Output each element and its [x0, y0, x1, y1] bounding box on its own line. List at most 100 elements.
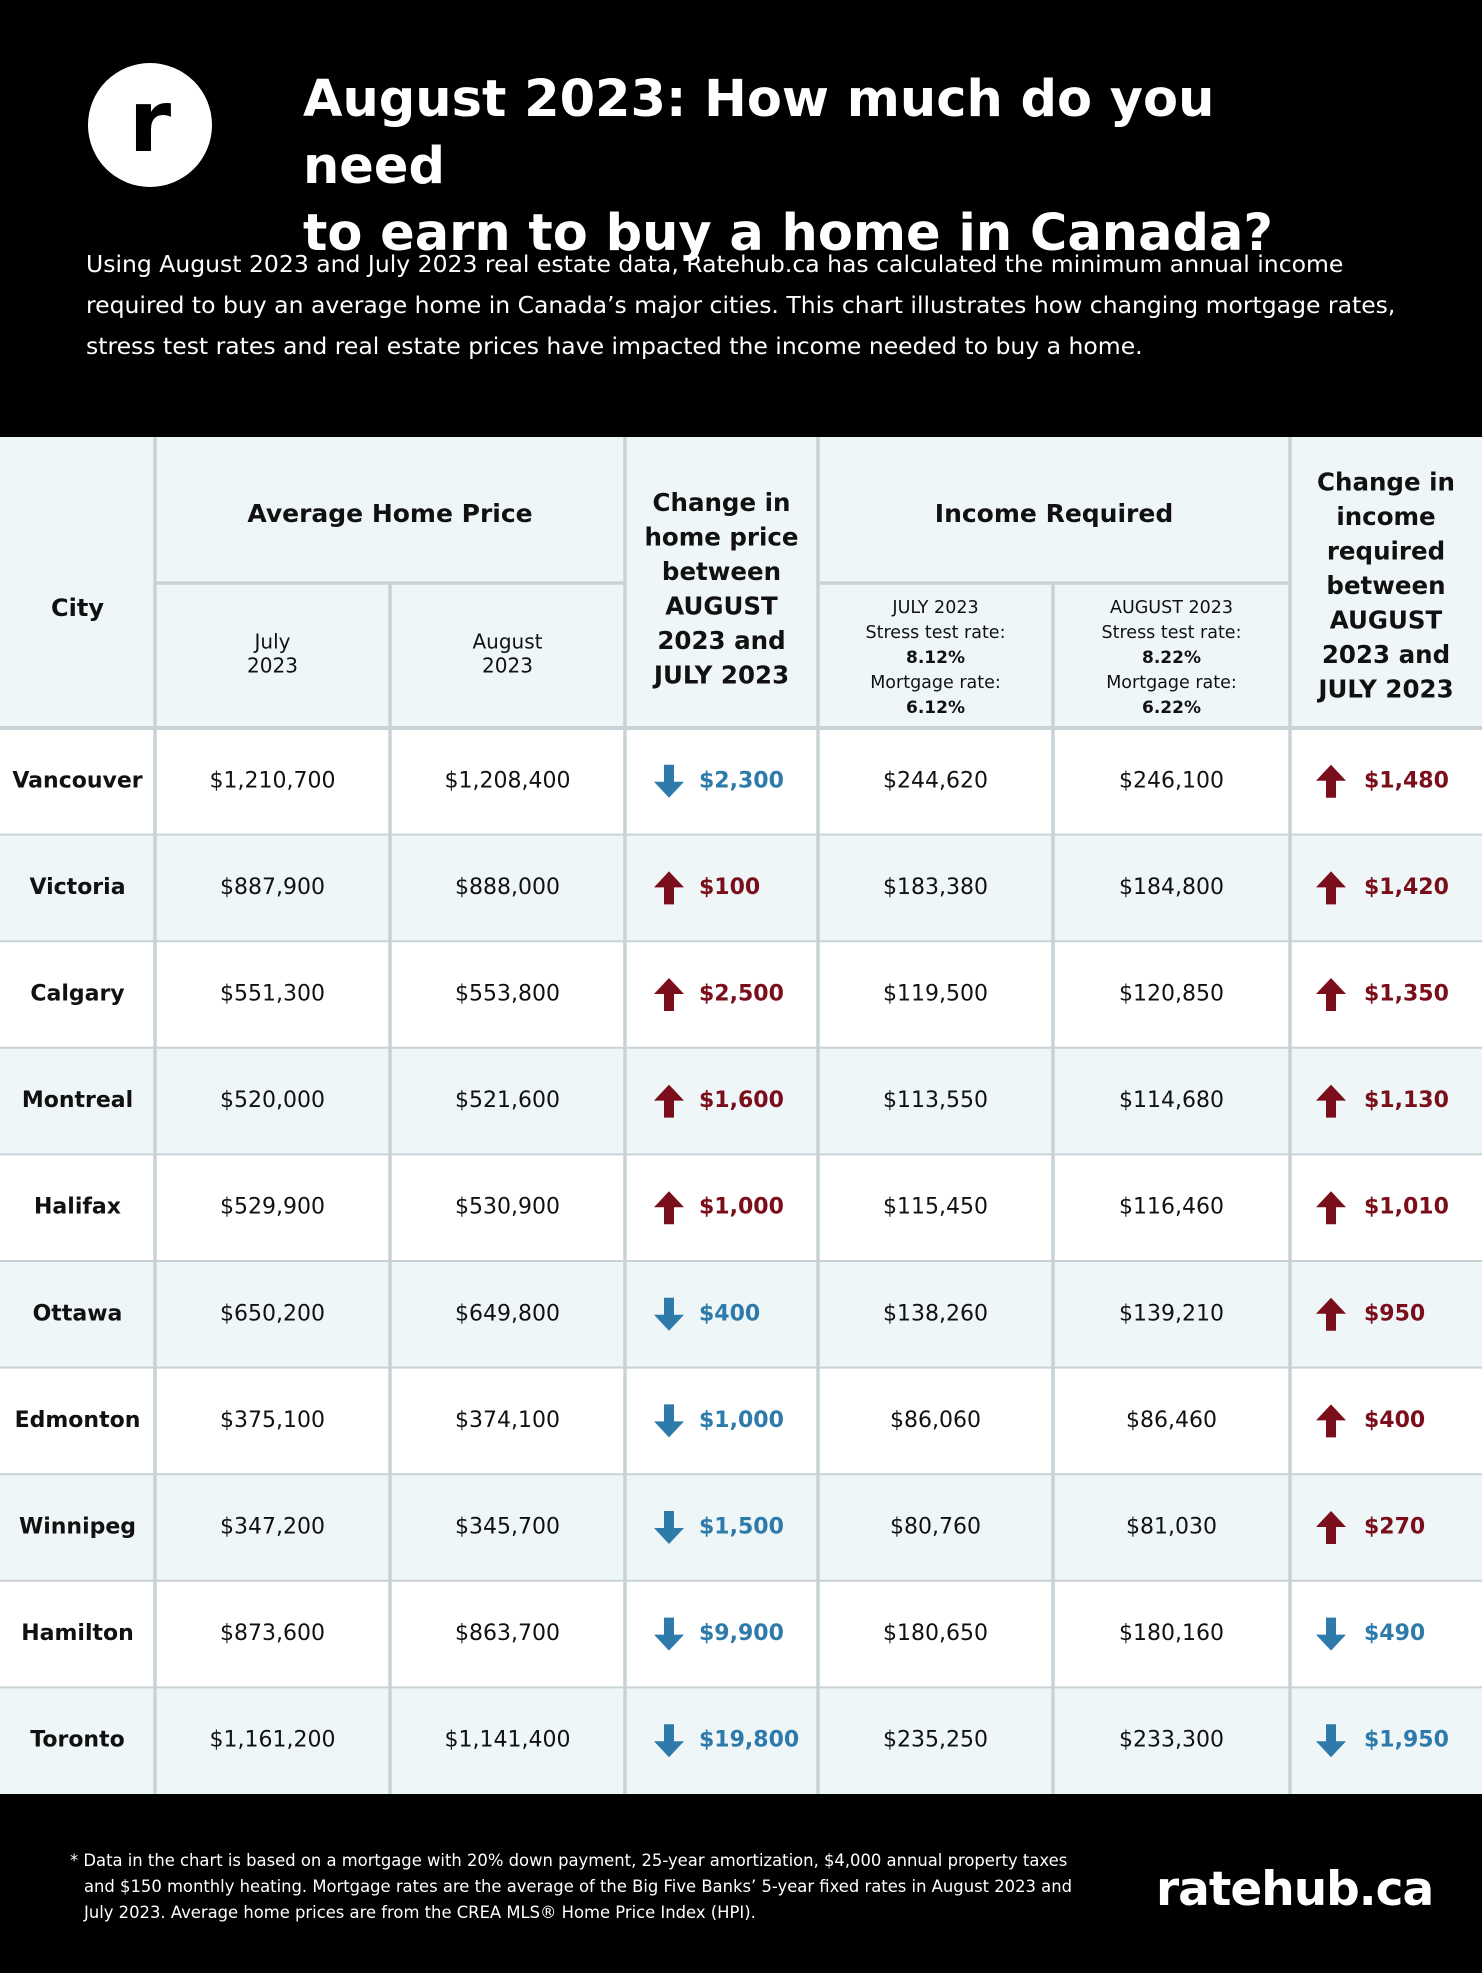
cell-income-july: $113,550: [883, 1088, 988, 1113]
header-price-change-line-5: 2023 and: [657, 626, 785, 655]
table-row-bg: [0, 834, 1482, 942]
header-income-change-line-6: 2023 and: [1322, 640, 1450, 669]
cell-price-august: $374,100: [455, 1408, 560, 1433]
cell-price-change: $2,300: [699, 768, 784, 793]
cell-income-august: $233,300: [1119, 1728, 1224, 1753]
header-income-change-line-7: JULY 2023: [1316, 675, 1453, 704]
cell-price-july: $887,900: [220, 875, 325, 900]
cell-price-change: $2,500: [699, 982, 784, 1007]
cell-income-july: $138,260: [883, 1301, 988, 1326]
header-income-july-line-2: Stress test rate:: [866, 623, 1006, 643]
cell-income-change: $1,350: [1364, 982, 1449, 1007]
cell-price-august: $649,800: [455, 1301, 560, 1326]
header-income-july-line-5: 6.12%: [906, 698, 965, 718]
table-row-bg: [0, 1580, 1482, 1688]
cell-income-change: $1,480: [1364, 768, 1449, 793]
arrow-down-icon: [1316, 1724, 1346, 1758]
cell-city: Vancouver: [12, 768, 142, 793]
cell-income-change: $950: [1364, 1301, 1425, 1326]
cell-price-change: $1,000: [699, 1195, 784, 1220]
header-price-change-line-3: between: [662, 557, 781, 586]
header-city: City: [51, 594, 104, 622]
header-income-change-line-3: required: [1327, 537, 1445, 566]
arrow-down-icon: [654, 1511, 684, 1544]
cell-income-july: $235,250: [883, 1728, 988, 1753]
arrow-down-icon: [654, 1297, 684, 1331]
cell-price-august: $1,208,400: [445, 768, 571, 793]
cell-income-change: $1,010: [1364, 1195, 1449, 1220]
cell-income-august: $114,680: [1119, 1088, 1224, 1113]
header-price-july-line-1: July: [253, 630, 291, 654]
title-line-1: August 2023: How much do you need: [303, 70, 1215, 196]
header-average-home-price: Average Home Price: [247, 499, 532, 528]
cell-price-august: $863,700: [455, 1621, 560, 1646]
cell-price-july: $551,300: [220, 982, 325, 1007]
table-row-bg: [0, 941, 1482, 1048]
arrow-up-icon: [654, 871, 684, 905]
cell-city: Halifax: [34, 1195, 121, 1220]
arrow-up-icon: [1316, 978, 1346, 1011]
cell-price-august: $553,800: [455, 982, 560, 1007]
table-row-bg: [0, 728, 1482, 835]
cell-price-change: $100: [699, 875, 760, 900]
cell-income-july: $119,500: [883, 982, 988, 1007]
header-income-change-line-2: income: [1336, 502, 1435, 531]
page-title: August 2023: How much do you need to ear…: [303, 66, 1353, 267]
cell-income-july: $244,620: [883, 768, 988, 793]
table-row-bg: [0, 1367, 1482, 1475]
cell-income-july: $115,450: [883, 1195, 988, 1220]
header-income-august-line-1: AUGUST 2023: [1110, 598, 1233, 618]
cell-price-change: $1,600: [699, 1088, 784, 1113]
footnote-line-2: and $150 monthly heating. Mortgage rates…: [84, 1877, 1073, 1896]
arrow-down-icon: [654, 1617, 684, 1651]
header-income-july-line-4: Mortgage rate:: [870, 673, 1001, 693]
header-price-change-line-4: AUGUST: [665, 591, 778, 620]
header-price-august-line-2: 2023: [482, 654, 533, 678]
arrow-down-icon: [654, 1724, 684, 1758]
arrow-up-icon: [654, 1084, 684, 1118]
cell-city: Toronto: [30, 1728, 124, 1753]
table-row-bg: [0, 1047, 1482, 1155]
cell-city: Hamilton: [21, 1621, 134, 1646]
cell-income-change: $1,130: [1364, 1088, 1449, 1113]
cell-price-july: $1,210,700: [210, 768, 336, 793]
arrow-up-icon: [1316, 1297, 1346, 1331]
cell-price-change: $1,500: [699, 1515, 784, 1540]
table-row-bg: [0, 1474, 1482, 1581]
arrow-up-icon: [1316, 764, 1346, 798]
cell-city: Calgary: [30, 982, 124, 1007]
arrow-up-icon: [654, 978, 684, 1011]
cell-income-change: $1,420: [1364, 875, 1449, 900]
cell-income-change: $490: [1364, 1621, 1425, 1646]
arrow-up-icon: [1316, 1084, 1346, 1118]
cell-income-august: $139,210: [1119, 1301, 1224, 1326]
ratehub-brand-logo: ratehub.ca: [1156, 1862, 1434, 1917]
arrow-up-icon: [1316, 1404, 1346, 1438]
footer: * Data in the chart is based on a mortga…: [0, 1794, 1482, 1973]
cell-city: Edmonton: [15, 1408, 141, 1433]
cell-income-change: $1,950: [1364, 1728, 1449, 1753]
cell-price-july: $347,200: [220, 1515, 325, 1540]
header-price-change-line-2: home price: [644, 522, 798, 551]
intro-paragraph: Using August 2023 and July 2023 real est…: [86, 250, 1396, 360]
arrow-down-icon: [654, 764, 684, 798]
header-income-august-line-2: Stress test rate:: [1102, 623, 1242, 643]
cell-price-july: $873,600: [220, 1621, 325, 1646]
cell-city: Ottawa: [33, 1301, 123, 1326]
cell-city: Winnipeg: [19, 1515, 136, 1540]
cell-income-july: $86,060: [890, 1408, 981, 1433]
footnote-line-1: * Data in the chart is based on a mortga…: [70, 1851, 1068, 1870]
header-income-august-line-3: 8.22%: [1142, 648, 1201, 668]
arrow-up-icon: [1316, 871, 1346, 905]
cell-income-august: $120,850: [1119, 982, 1224, 1007]
cell-price-july: $375,100: [220, 1408, 325, 1433]
income-table: City Average Home Price July 2023 August 2023…: [0, 437, 1482, 1794]
cell-income-august: $116,460: [1119, 1195, 1224, 1220]
header-income-july-line-3: 8.12%: [906, 648, 965, 668]
cell-income-change: $400: [1364, 1408, 1425, 1433]
cell-price-change: $400: [699, 1301, 760, 1326]
cell-price-july: $1,161,200: [210, 1728, 336, 1753]
title-line-2: to earn to buy a home in Canada?: [303, 204, 1273, 263]
header-price-change-line-6: JULY 2023: [652, 660, 789, 689]
header-income-change-line-4: between: [1326, 571, 1445, 600]
